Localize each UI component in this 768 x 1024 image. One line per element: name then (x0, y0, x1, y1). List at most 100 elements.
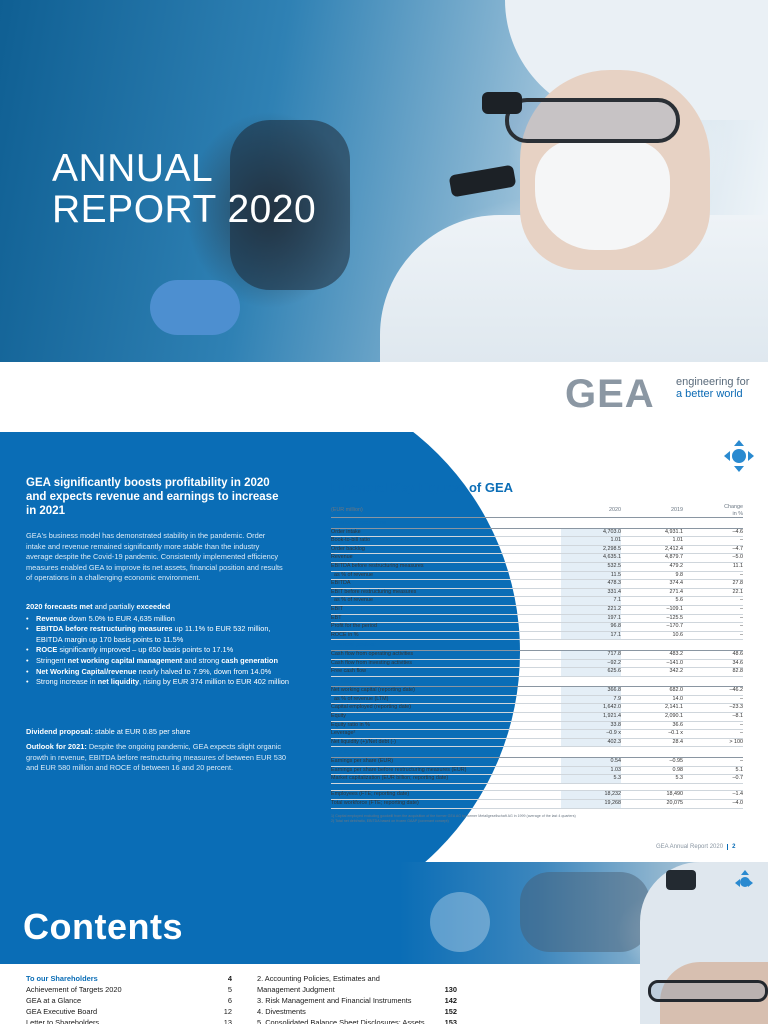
table-row: Order backlog 2,298.5 2,412.4 –4.7 (331, 545, 743, 555)
nav-left-arrow-icon[interactable] (724, 451, 730, 461)
row-label: EBT (331, 614, 561, 624)
header-change-line1: Change (724, 504, 743, 510)
nav-up-arrow-icon[interactable] (734, 440, 744, 446)
value-2019: 479.2 (621, 562, 683, 572)
table-row: EBITDA 478.3 374.4 27.8 (331, 579, 743, 589)
cover-title-line1: ANNUAL (52, 147, 214, 190)
footer-page-number: 2 (727, 844, 736, 850)
header-unit: (EUR million) (331, 504, 561, 518)
table-section-row: Net assets (331, 676, 743, 688)
toc-entry[interactable]: GEA at a Glance 6 (26, 995, 232, 1006)
table-row: as % of revenue 7.1 5.6– (331, 596, 743, 606)
table-footnotes: 1) Capital employed excluding goodwill f… (331, 814, 743, 824)
value-change: 48.6 (683, 650, 743, 660)
table-row: Total workforce (FTE; reporting date) 19,… (331, 799, 743, 809)
value-2020: 478.3 (561, 579, 621, 589)
toc-entry[interactable]: Letter to Shareholders 13 (26, 1017, 232, 1024)
toc-entry[interactable]: 5. Consolidated Balance Sheet Disclosure… (257, 1017, 457, 1024)
bullet-bold: EBITDA before restructuring measures (36, 624, 173, 634)
table-row: ROCE in % 17.1 10.6– (331, 631, 743, 641)
nav-home-icon[interactable] (732, 449, 746, 463)
banner-machine (520, 872, 650, 952)
row-label: Cash flow from investing activities (331, 659, 561, 669)
value-2019: –109.1 (621, 605, 683, 615)
value-change: 82.8 (683, 667, 743, 677)
value-2020: 11.5 (561, 571, 621, 581)
toc-entry-label: To our Shareholders (26, 974, 98, 983)
nav-right-arrow-icon[interactable] (748, 451, 754, 461)
value-change: – (683, 614, 743, 624)
toc-entry-page: 12 (223, 1007, 232, 1016)
header-change-line2: in % (732, 510, 744, 517)
forecast-lead-mid: and partially (92, 602, 137, 611)
toc-entry[interactable]: Achievement of Targets 2020 5 (26, 984, 232, 995)
value-2019: 2,090.1 (621, 712, 683, 722)
spacer-cell (331, 783, 743, 792)
toc-entry-label: 2. Accounting Policies, Estimates and (257, 974, 380, 983)
section-label: Net assets (331, 676, 743, 688)
page-navigation (724, 440, 754, 472)
toc-entry[interactable]: To our Shareholders 4 (26, 973, 232, 984)
cover-photo (0, 0, 768, 362)
nav-down-arrow-icon[interactable] (734, 466, 744, 472)
nav-left-arrow-icon[interactable] (735, 879, 740, 887)
bullet-bold2: cash generation (221, 655, 278, 665)
forecast-block: 2020 forecasts met and partially exceede… (26, 602, 296, 688)
toc-entry[interactable]: Management Judgment 130 (257, 984, 457, 995)
value-change: –4.6 (683, 528, 743, 538)
key-figures-table: (EUR million) 2020 2019 Change in % Resul… (331, 504, 743, 809)
row-label: EBIT (331, 605, 561, 615)
table-row: EBIT 221.2 –109.1– (331, 605, 743, 615)
bullet-pre: Strong increase in (36, 677, 98, 687)
section-label: GEA Shares (331, 746, 743, 759)
toc-entry-label: GEA Executive Board (26, 1007, 98, 1016)
footnote-2: 2) Total net debt/ratio, EBITDA based on… (331, 819, 449, 823)
table-spacer-row (331, 783, 743, 792)
value-change: –0.7 (683, 774, 743, 784)
value-2020: 19,268 (561, 799, 621, 809)
row-label: Employees (FTE; reporting date) (331, 790, 561, 800)
sidebar-content: GEA significantly boosts profitability i… (0, 432, 300, 862)
row-label: Market capitalization (EUR billion; repo… (331, 774, 561, 784)
value-2020: 2,298.5 (561, 545, 621, 555)
value-change: 11.1 (683, 562, 743, 572)
value-2020: 717.8 (561, 650, 621, 660)
toc-entry[interactable]: GEA Executive Board 12 (26, 1006, 232, 1017)
toc-entry[interactable]: 3. Risk Management and Financial Instrum… (257, 995, 457, 1006)
value-2020: 4,635.1 (561, 553, 621, 563)
value-change: – (683, 596, 743, 606)
gea-logo-mark: GEA (565, 374, 654, 412)
nav-up-arrow-icon[interactable] (741, 870, 749, 875)
toc-left-column: To our Shareholders 4 Achievement of Targe… (26, 973, 232, 1024)
value-2020: 33.8 (561, 721, 621, 731)
table-row: EBITDA before restructuring measures 532.… (331, 562, 743, 572)
value-change: – (683, 721, 743, 731)
value-2019: 682.0 (621, 686, 683, 696)
toc-entry-page: 142 (444, 996, 457, 1005)
key-figures-headline: GEA significantly boosts profitability i… (26, 477, 279, 517)
value-2019: –141.0 (621, 659, 683, 669)
value-2019: 28.4 (621, 738, 683, 748)
toc-entry-label: GEA at a Glance (26, 996, 82, 1005)
header-2019: 2019 (621, 504, 683, 518)
forecast-bullet: • Revenue down 5.0% to EUR 4,635 million (26, 613, 175, 623)
logo-tagline: engineering for a better world (676, 376, 749, 400)
toc-entry[interactable]: 4. Divestments 152 (257, 1006, 457, 1017)
value-2020: 197.1 (561, 614, 621, 624)
tagline-line1: engineering for (676, 376, 750, 388)
photo-goggles (505, 98, 680, 143)
row-label: Earnings per share before restructuring … (331, 766, 561, 776)
row-label: Net liquidity (+)/Net debt (-) (331, 738, 561, 748)
row-label: Earnings per share (EUR) (331, 757, 561, 767)
value-2020: 221.2 (561, 605, 621, 615)
value-change: – (683, 605, 743, 615)
toc-entry[interactable]: 2. Accounting Policies, Estimates and (257, 973, 457, 984)
value-change: – (683, 571, 743, 581)
value-change: > 100 (683, 738, 743, 748)
value-2019: 10.6 (621, 631, 683, 641)
table-row: as % of revenue 11.5 9.8– (331, 571, 743, 581)
nav-right-arrow-icon[interactable] (748, 879, 753, 887)
value-2020: 17.1 (561, 631, 621, 641)
nav-home-icon[interactable] (740, 877, 750, 887)
value-2019: –170.7 (621, 622, 683, 632)
